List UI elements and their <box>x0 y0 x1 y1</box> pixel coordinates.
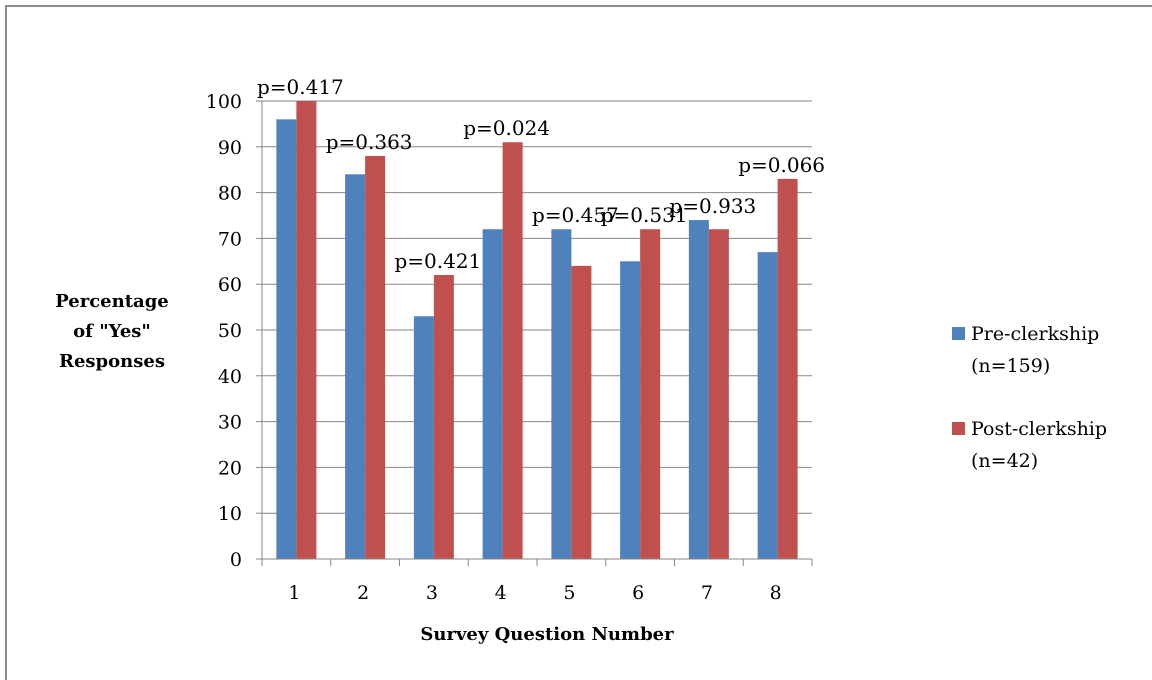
p-value-label: p=0.417 <box>257 75 344 99</box>
bar-post-clerkship-6 <box>640 229 661 560</box>
p-value-label: p=0.933 <box>669 194 756 218</box>
p-value-label: p=0.457 <box>532 203 619 227</box>
legend-label-line: (n=42) <box>971 450 1038 472</box>
legend-label-line: (n=159) <box>971 355 1050 377</box>
x-tick-label: 4 <box>495 582 507 604</box>
y-tick-label: 30 <box>218 412 242 434</box>
y-tick-label: 60 <box>218 274 242 296</box>
x-tick-label: 6 <box>632 582 644 604</box>
bar-pre-clerkship-2 <box>345 174 366 559</box>
bar-pre-clerkship-8 <box>757 252 778 559</box>
bar-pre-clerkship-3 <box>413 316 434 559</box>
p-value-label: p=0.024 <box>463 116 550 140</box>
p-value-label: p=0.363 <box>326 130 413 154</box>
y-axis-title-line: Responses <box>59 351 165 372</box>
y-tick-label: 90 <box>218 137 242 159</box>
bar-post-clerkship-3 <box>433 275 454 559</box>
legend-swatch-pre-clerkship <box>952 327 965 340</box>
x-axis-title: Survey Question Number <box>420 624 674 645</box>
labels: 0 10 20 30 40 50 60 70 80 90 100 1 2 3 4 5 6 7 8 p=0.417 p=0… <box>55 75 825 645</box>
y-tick-label: 10 <box>218 503 242 525</box>
y-tick-label: 100 <box>206 91 242 113</box>
x-tick-label: 3 <box>426 582 438 604</box>
bar-post-clerkship-4 <box>502 142 523 559</box>
p-value-label: p=0.421 <box>394 249 481 273</box>
x-tick-label: 8 <box>770 582 782 604</box>
bar-pre-clerkship-7 <box>688 220 709 559</box>
bar-post-clerkship-7 <box>708 229 729 560</box>
bar-post-clerkship-1 <box>296 101 317 559</box>
bar-post-clerkship-8 <box>777 178 798 560</box>
y-axis-title-line: Percentage <box>55 291 169 312</box>
x-tick-label: 7 <box>701 582 713 604</box>
axes <box>256 100 813 566</box>
bar-post-clerkship-2 <box>365 155 386 559</box>
p-value-label: p=0.066 <box>738 153 825 177</box>
y-tick-label: 40 <box>218 366 242 388</box>
bars <box>276 101 798 560</box>
y-tick-label: 70 <box>218 228 242 250</box>
legend-swatch-post-clerkship <box>952 422 965 435</box>
legend: Pre-clerkship (n=159) Post-clerkship (n=42) <box>952 323 1107 472</box>
y-axis-title-line: of "Yes" <box>73 321 151 342</box>
bar-pre-clerkship-5 <box>551 229 572 560</box>
x-tick-label: 1 <box>288 582 300 604</box>
y-tick-label: 80 <box>218 183 242 205</box>
y-tick-label: 50 <box>218 320 242 342</box>
y-tick-label: 0 <box>230 549 242 571</box>
x-tick-label: 5 <box>563 582 575 604</box>
legend-label-line: Post-clerkship <box>971 418 1107 440</box>
gridlines <box>262 100 812 514</box>
y-tick-label: 20 <box>218 457 242 479</box>
bar-pre-clerkship-4 <box>482 229 503 560</box>
bar-pre-clerkship-1 <box>276 119 297 559</box>
x-tick-label: 2 <box>357 582 369 604</box>
bar-pre-clerkship-6 <box>620 261 641 559</box>
p-value-label: p=0.531 <box>601 203 688 227</box>
bar-post-clerkship-5 <box>571 265 592 559</box>
legend-label-line: Pre-clerkship <box>971 323 1099 345</box>
